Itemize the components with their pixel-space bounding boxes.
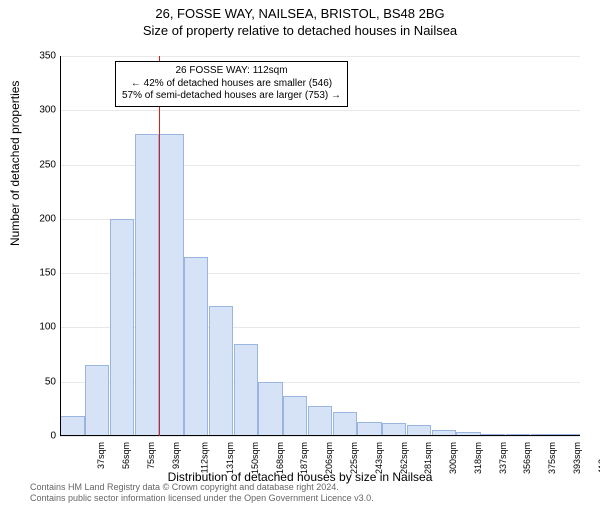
x-tick-label: 243sqm [374, 442, 384, 474]
x-tick-label: 131sqm [225, 442, 235, 474]
y-axis-line [60, 56, 61, 436]
x-tick-label: 300sqm [448, 442, 458, 474]
histogram-bar [110, 219, 134, 436]
x-axis-line [60, 435, 580, 436]
x-tick-label: 337sqm [498, 442, 508, 474]
y-tick-label: 350 [39, 51, 56, 62]
plot-area: 26 FOSSE WAY: 112sqm← 42% of detached ho… [60, 56, 580, 436]
x-tick-label: 356sqm [522, 442, 532, 474]
x-tick-label: 318sqm [473, 442, 483, 474]
x-tick-label: 262sqm [399, 442, 409, 474]
y-tick-label: 300 [39, 105, 56, 116]
x-tick-label: 206sqm [324, 442, 334, 474]
x-tick-label: 187sqm [300, 442, 310, 474]
histogram-bar [159, 134, 183, 436]
histogram-bar [85, 365, 109, 436]
x-tick-label: 37sqm [96, 442, 106, 469]
histogram-bar [283, 396, 307, 436]
gridline [60, 56, 580, 57]
footer-line: Contains HM Land Registry data © Crown c… [30, 482, 374, 493]
histogram-bar [184, 257, 208, 436]
annotation-line: ← 42% of detached houses are smaller (54… [122, 78, 341, 91]
annotation-box: 26 FOSSE WAY: 112sqm← 42% of detached ho… [115, 61, 348, 107]
y-axis-label: Number of detached properties [8, 81, 22, 246]
x-tick-label: 225sqm [349, 442, 359, 474]
reference-line [159, 56, 160, 436]
chart-area: 26 FOSSE WAY: 112sqm← 42% of detached ho… [60, 56, 580, 436]
x-tick-label: 393sqm [572, 442, 582, 474]
histogram-bar [333, 412, 357, 436]
annotation-line: 26 FOSSE WAY: 112sqm [122, 65, 341, 78]
x-tick-label: 112sqm [200, 442, 210, 473]
x-tick-label: 412sqm [597, 442, 600, 474]
histogram-bar [60, 416, 84, 436]
x-tick-label: 93sqm [171, 442, 181, 469]
x-tick-label: 375sqm [547, 442, 557, 474]
y-tick-label: 50 [45, 376, 56, 387]
y-tick-label: 150 [39, 268, 56, 279]
histogram-bar [135, 134, 159, 436]
page-subtitle: Size of property relative to detached ho… [0, 23, 600, 38]
y-tick-label: 0 [50, 431, 56, 442]
x-tick-label: 150sqm [250, 442, 260, 474]
y-tick-label: 250 [39, 159, 56, 170]
annotation-line: 57% of semi-detached houses are larger (… [122, 90, 341, 103]
histogram-bar [209, 306, 233, 436]
page-title: 26, FOSSE WAY, NAILSEA, BRISTOL, BS48 2B… [0, 6, 600, 21]
footer-line: Contains public sector information licen… [30, 493, 374, 504]
y-tick-label: 200 [39, 213, 56, 224]
histogram-bar [357, 422, 381, 436]
gridline [60, 110, 580, 111]
x-tick-label: 168sqm [275, 442, 285, 474]
x-tick-label: 56sqm [121, 442, 131, 469]
footer-attribution: Contains HM Land Registry data © Crown c… [30, 482, 374, 504]
x-tick-label: 75sqm [146, 442, 156, 469]
x-tick-label: 281sqm [423, 442, 433, 474]
histogram-bar [234, 344, 258, 436]
y-tick-label: 100 [39, 322, 56, 333]
histogram-bar [308, 406, 332, 436]
gridline [60, 436, 580, 437]
histogram-bar [258, 382, 282, 436]
